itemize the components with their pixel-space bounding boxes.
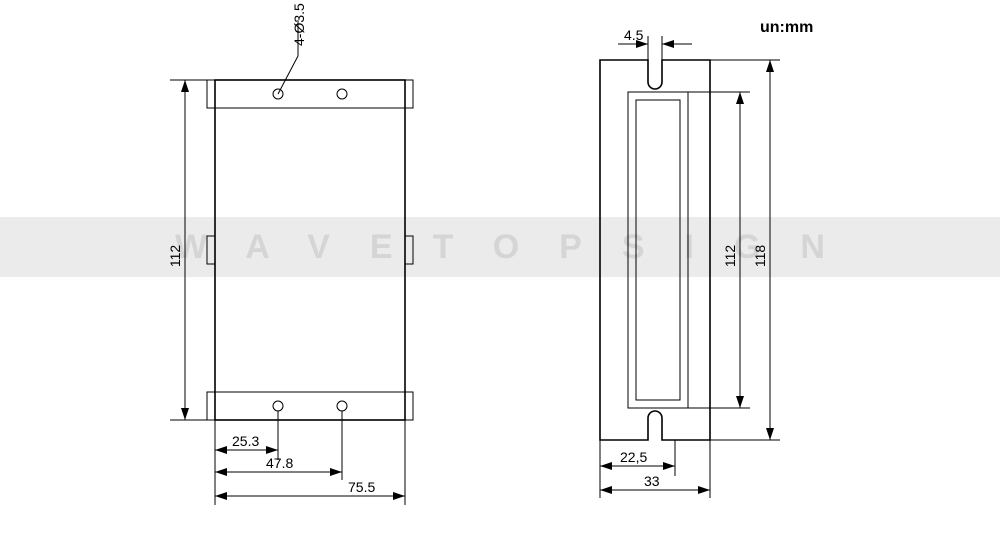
units-label: un:mm [760,19,813,36]
hole-callout: 4-Ø3.5 [291,3,307,46]
dim-22-5: 22,5 [620,449,647,465]
dim-75-5: 75.5 [348,479,375,495]
dim-side-118: 118 [752,245,768,268]
side-view: 4.5 112 118 22,5 33 [600,27,780,498]
dim-side-112: 112 [722,245,738,268]
front-view: 4-Ø3.5 112 25.3 47.8 75.5 [167,3,413,505]
dim-front-height: 112 [167,245,183,268]
drawing-canvas: un:mm 4-Ø3.5 112 [0,0,1000,547]
dim-47-8: 47.8 [266,455,293,471]
dim-notch: 4.5 [624,27,644,43]
dim-33: 33 [644,473,660,489]
dim-25-3: 25.3 [232,433,259,449]
